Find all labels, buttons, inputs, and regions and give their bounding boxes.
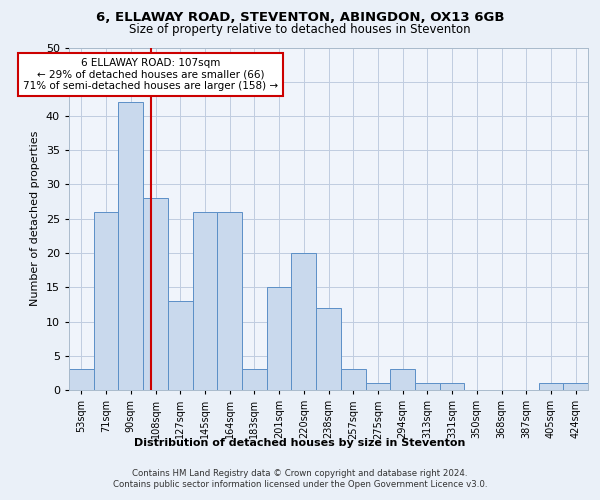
Text: Distribution of detached houses by size in Steventon: Distribution of detached houses by size … [134,438,466,448]
Bar [168,301,193,390]
Y-axis label: Number of detached properties: Number of detached properties [30,131,40,306]
Bar [94,212,118,390]
Bar [217,212,242,390]
Bar [118,102,143,390]
Text: Contains public sector information licensed under the Open Government Licence v3: Contains public sector information licen… [113,480,487,489]
Bar [440,383,464,390]
Bar [415,383,440,390]
Bar [539,383,563,390]
Bar [69,370,94,390]
Bar [341,370,365,390]
Text: Size of property relative to detached houses in Steventon: Size of property relative to detached ho… [129,22,471,36]
Text: 6, ELLAWAY ROAD, STEVENTON, ABINGDON, OX13 6GB: 6, ELLAWAY ROAD, STEVENTON, ABINGDON, OX… [96,11,504,24]
Bar [563,383,588,390]
Bar [316,308,341,390]
Bar [292,253,316,390]
Bar [193,212,217,390]
Bar [267,287,292,390]
Bar [242,370,267,390]
Bar [390,370,415,390]
Bar [365,383,390,390]
Text: 6 ELLAWAY ROAD: 107sqm
← 29% of detached houses are smaller (66)
71% of semi-det: 6 ELLAWAY ROAD: 107sqm ← 29% of detached… [23,58,278,91]
Bar [143,198,168,390]
Text: Contains HM Land Registry data © Crown copyright and database right 2024.: Contains HM Land Registry data © Crown c… [132,469,468,478]
